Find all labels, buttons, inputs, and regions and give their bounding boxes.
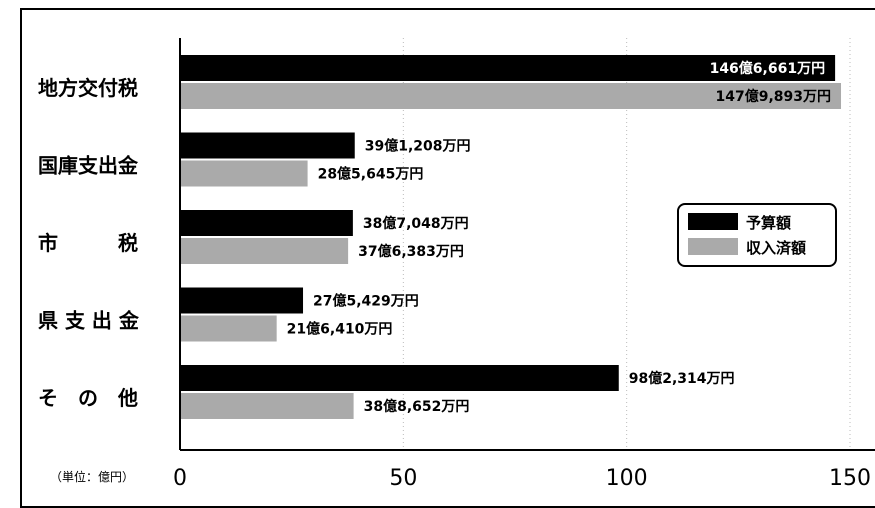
bar-budget-3 [180,287,304,314]
data-label-revenue-0: 147億9,893万円 [716,88,832,105]
bar-budget-2 [180,210,353,236]
bar-revenue-4 [180,393,354,419]
category-label-3: 県 支 出 金 [38,309,140,333]
unit-label: （単位：億円） [50,469,134,484]
category-label-1: 国庫支出金 [38,154,139,178]
x-tick-label-0: 0 [173,466,187,491]
data-label-revenue-1: 28億5,645万円 [318,166,424,183]
data-label-budget-3: 27億5,429万円 [313,293,419,310]
data-label-budget-0: 146億6,661万円 [710,60,826,77]
bar-budget-0 [180,55,836,81]
bar-budget-4 [180,365,619,391]
bar-revenue-3 [180,315,277,342]
legend-swatch-0 [688,213,738,230]
data-label-revenue-3: 21億6,410万円 [287,321,393,338]
x-tick-label-100: 100 [606,466,648,491]
data-label-budget-4: 98億2,314万円 [629,370,735,387]
legend-label-1: 収入済額 [746,239,806,257]
legend-label-0: 予算額 [746,214,791,232]
category-label-4: そ の 他 [38,386,138,410]
legend-swatch-1 [688,238,738,255]
category-label-0: 地方交付税 [38,76,138,100]
data-label-budget-1: 39億1,208万円 [365,138,471,155]
data-label-revenue-4: 38億8,652万円 [364,398,470,415]
bar-chart: 146億6,661万円 147億9,893万円 地方交付税 39億1,208万円 28億… [38,38,875,491]
x-tick-label-50: 50 [389,466,417,491]
bar-revenue-1 [180,160,308,187]
x-tick-label-150: 150 [829,466,871,491]
bar-budget-1 [180,132,355,159]
bar-revenue-2 [180,238,349,264]
data-label-revenue-2: 37億6,383万円 [358,243,464,260]
category-label-2: 市 税 [38,231,138,255]
chart-frame: 146億6,661万円 147億9,893万円 地方交付税 39億1,208万円 28億… [20,8,875,508]
bar-revenue-0 [180,83,842,109]
data-label-budget-2: 38億7,048万円 [363,215,469,232]
